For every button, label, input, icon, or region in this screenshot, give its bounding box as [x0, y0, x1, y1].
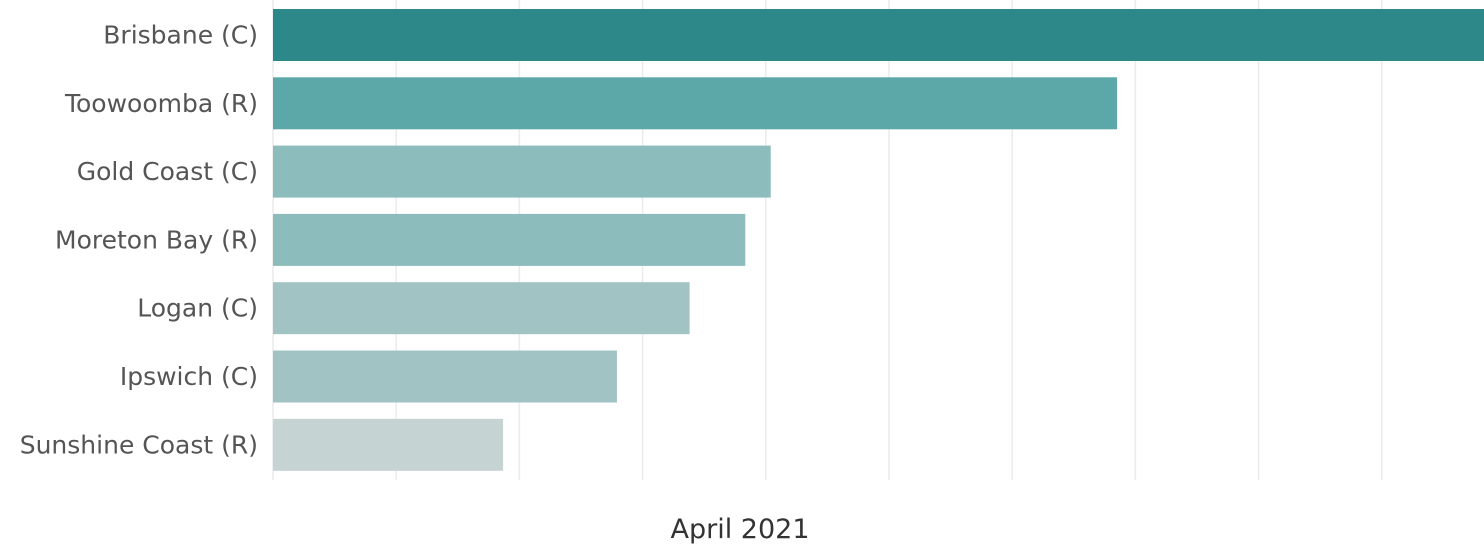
- category-label: Logan (C): [137, 294, 258, 323]
- bar[interactable]: [273, 213, 746, 266]
- category-label: Moreton Bay (R): [55, 225, 258, 254]
- bar[interactable]: [273, 418, 504, 471]
- bar[interactable]: [273, 350, 617, 403]
- bar[interactable]: [273, 77, 1118, 130]
- category-label: Toowoomba (R): [64, 89, 258, 118]
- bars: [273, 9, 1484, 471]
- bar[interactable]: [273, 145, 771, 198]
- category-labels: Brisbane (C) Toowoomba (R) Gold Coast (C) M…: [20, 21, 258, 460]
- x-axis-label: April 2021: [670, 514, 809, 545]
- category-label: Gold Coast (C): [77, 157, 258, 186]
- bar[interactable]: [273, 282, 690, 335]
- category-label: Sunshine Coast (R): [20, 430, 258, 459]
- category-label: Ipswich (C): [120, 362, 258, 391]
- bar[interactable]: [273, 9, 1484, 61]
- category-label: Brisbane (C): [103, 21, 258, 50]
